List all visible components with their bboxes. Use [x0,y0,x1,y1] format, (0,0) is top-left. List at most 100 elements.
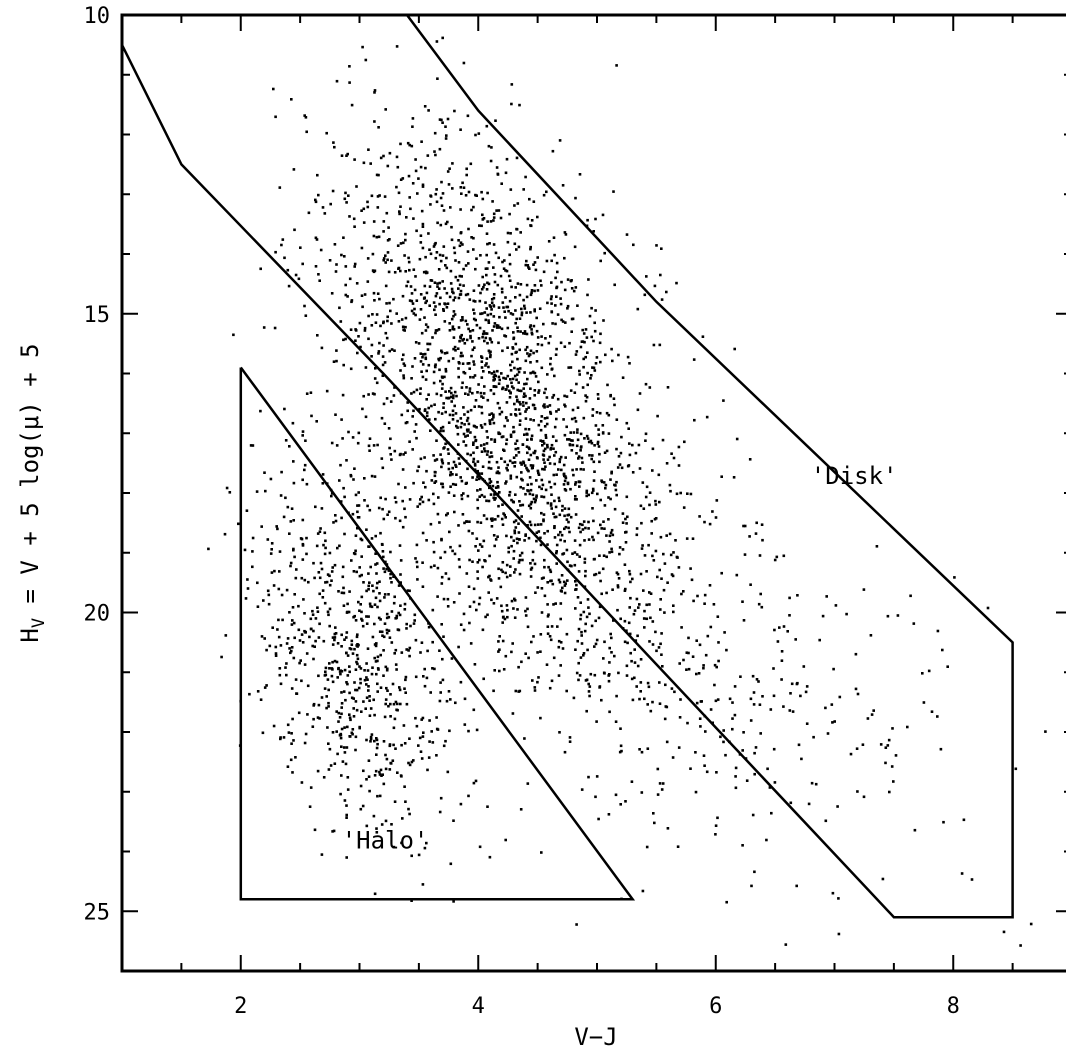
data-point [469,375,472,379]
data-point [325,131,328,135]
data-point [454,349,457,352]
data-point [485,332,489,335]
data-point [568,740,572,743]
data-point [605,449,609,453]
data-point [417,177,420,180]
data-point [465,520,469,523]
data-point [512,337,515,341]
data-point [484,364,487,367]
data-point [1019,944,1022,947]
data-point [440,582,444,585]
data-point [552,393,556,397]
data-point [536,215,539,219]
data-point [714,824,718,827]
data-point [439,453,442,456]
data-point [419,387,422,390]
data-point [371,252,375,256]
data-point [373,392,376,396]
data-point [260,525,263,528]
data-point [338,306,341,310]
data-point [449,485,452,488]
data-point [588,612,591,616]
data-point [380,630,384,634]
data-point [467,422,471,426]
data-point [535,329,539,333]
data-point [324,546,327,550]
data-point [366,647,370,650]
data-point [584,394,587,397]
data-point [540,284,543,287]
data-point [692,599,695,603]
data-point [554,515,558,519]
data-point [465,428,469,432]
data-point [672,610,675,614]
data-point [473,464,477,467]
data-point [450,225,453,229]
data-point [598,554,601,557]
data-point [722,729,725,732]
data-point [574,607,577,610]
data-point [451,162,454,165]
data-point [612,190,615,193]
data-point [583,340,586,344]
data-point [540,478,544,482]
data-point [447,491,451,494]
data-point [1044,730,1047,733]
data-point [336,642,340,645]
data-point [439,556,442,560]
data-point [488,371,491,374]
data-point [388,768,392,771]
data-point [412,481,415,485]
data-point [563,591,567,595]
data-point [424,301,427,305]
data-point [324,666,328,670]
data-point [442,429,445,433]
data-point [356,504,359,507]
data-point [530,640,533,644]
data-point [386,315,389,319]
data-point [339,792,342,796]
data-point [677,566,681,569]
data-point [405,627,408,630]
data-point [432,502,436,506]
data-point [316,610,320,613]
data-point [385,668,389,672]
data-point [374,534,377,538]
data-point [590,374,593,377]
data-point [524,263,528,267]
data-point [472,424,476,428]
data-point [510,352,514,356]
data-point [578,543,582,547]
data-point [797,743,801,747]
data-point [661,782,665,785]
data-point [782,625,786,628]
data-point [832,667,835,671]
data-point [553,515,557,519]
data-point [394,700,398,704]
data-point [365,696,369,699]
data-point [389,309,392,313]
data-point [409,285,413,288]
data-point [492,370,496,374]
data-point [328,747,332,751]
data-point [384,284,388,288]
data-point [523,307,527,310]
data-point [457,296,461,300]
data-point [444,442,447,446]
data-point [594,424,598,427]
data-point [504,316,507,319]
data-point [575,498,578,501]
data-point [429,203,432,206]
data-point [358,665,361,668]
data-point [752,703,756,706]
data-point [420,331,424,335]
data-point [461,316,464,319]
data-point [423,846,427,850]
data-point [487,321,491,324]
data-point [356,441,360,445]
data-point [317,571,321,574]
data-point [524,492,527,496]
data-point [716,698,720,701]
data-point [492,315,496,318]
data-point [487,144,491,148]
